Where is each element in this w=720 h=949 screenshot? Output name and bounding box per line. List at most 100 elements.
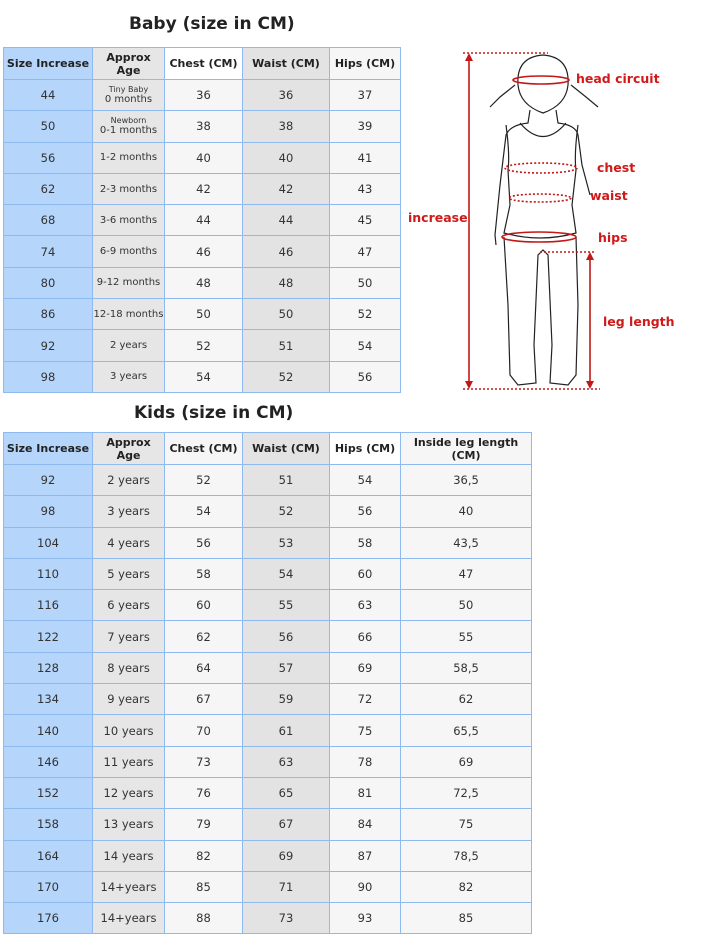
cell-chest: 38 (164, 110, 243, 143)
cell-chest: 50 (164, 298, 243, 331)
cell-size: 170 (3, 870, 93, 904)
table-row: 92 2 years 52 51 54 (3, 329, 401, 362)
cell-size: 134 (3, 683, 93, 716)
table-row: 164 14 years 82 69 87 78,5 (3, 839, 532, 872)
cell-age: 2 years (92, 463, 165, 497)
cell-waist: 44 (242, 204, 330, 237)
cell-waist: 53 (242, 526, 330, 559)
table-row: 68 3-6 months 44 44 45 (3, 204, 401, 237)
cell-leg: 50 (400, 589, 532, 622)
cell-waist: 69 (242, 839, 330, 872)
header-chest: Chest (CM) (164, 432, 243, 465)
cell-age: 10 years (92, 714, 165, 747)
cell-hips: 90 (329, 870, 401, 904)
cell-size: 140 (3, 714, 93, 747)
cell-waist: 59 (242, 683, 330, 716)
table-row: 122 7 years 62 56 66 55 (3, 620, 532, 653)
cell-hips: 47 (329, 235, 401, 268)
cell-hips: 66 (329, 620, 401, 653)
cell-leg: 62 (400, 683, 532, 716)
cell-hips: 41 (329, 141, 401, 174)
cell-hips: 54 (329, 329, 401, 362)
cell-hips: 54 (329, 463, 401, 497)
cell-chest: 48 (164, 266, 243, 300)
label-waist: waist (590, 188, 628, 203)
cell-hips: 87 (329, 839, 401, 872)
cell-chest: 40 (164, 141, 243, 174)
cell-waist: 55 (242, 589, 330, 622)
cell-chest: 60 (164, 589, 243, 622)
child-outline-icon (489, 54, 599, 386)
header-size: Size Increase (3, 47, 93, 80)
header-waist: Waist (CM) (242, 432, 330, 465)
cell-chest: 88 (164, 902, 243, 935)
cell-leg: 36,5 (400, 463, 532, 497)
cell-age: 9-12 months (92, 266, 165, 300)
header-chest: Chest (CM) (164, 47, 243, 80)
table-row: 56 1-2 months 40 40 41 (3, 141, 401, 174)
cell-waist: 71 (242, 870, 330, 904)
cell-size: 110 (3, 557, 93, 591)
cell-waist: 52 (242, 495, 330, 528)
cell-chest: 64 (164, 651, 243, 685)
cell-hips: 45 (329, 204, 401, 237)
chest-measure-line (504, 162, 578, 174)
cell-chest: 36 (164, 78, 243, 112)
cell-hips: 69 (329, 651, 401, 685)
cell-waist: 40 (242, 141, 330, 174)
cell-hips: 60 (329, 557, 401, 591)
cell-hips: 84 (329, 808, 401, 841)
label-hips: hips (598, 230, 628, 245)
table-row: 104 4 years 56 53 58 43,5 (3, 526, 532, 559)
cell-waist: 67 (242, 808, 330, 841)
cell-hips: 81 (329, 776, 401, 810)
cell-size: 152 (3, 776, 93, 810)
cell-age: 2-3 months (92, 172, 165, 206)
baby-table-title: Baby (size in CM) (129, 14, 295, 34)
cell-age: 7 years (92, 620, 165, 653)
table-row: 50 Newborn 0-1 months 38 38 39 (3, 110, 401, 143)
cell-hips: 58 (329, 526, 401, 559)
cell-leg: 82 (400, 870, 532, 904)
cell-age: 3 years (92, 495, 165, 528)
table-row: 116 6 years 60 55 63 50 (3, 589, 532, 622)
label-leg-length: leg length (603, 314, 675, 329)
cell-waist: 36 (242, 78, 330, 112)
cell-leg: 40 (400, 495, 532, 528)
cell-chest: 73 (164, 745, 243, 778)
cell-chest: 54 (164, 360, 243, 393)
cell-size: 80 (3, 266, 93, 300)
header-hips: Hips (CM) (329, 47, 401, 80)
header-age: Approx Age (92, 432, 165, 465)
cell-hips: 37 (329, 78, 401, 112)
waist-measure-line (508, 193, 572, 203)
cell-chest: 52 (164, 463, 243, 497)
age-value: 0-1 months (99, 125, 158, 137)
cell-leg: 72,5 (400, 776, 532, 810)
cell-waist: 46 (242, 235, 330, 268)
cell-waist: 51 (242, 463, 330, 497)
cell-age: 2 years (92, 329, 165, 362)
cell-leg: 85 (400, 902, 532, 935)
kids-size-table: Size Increase Approx Age Chest (CM) Wais… (3, 432, 532, 935)
cell-chest: 70 (164, 714, 243, 747)
table-row: 92 2 years 52 51 54 36,5 (3, 463, 532, 497)
table-row: 86 12-18 months 50 50 52 (3, 298, 401, 331)
cell-age: 3-6 months (92, 204, 165, 237)
cell-age: 5 years (92, 557, 165, 591)
cell-leg: 78,5 (400, 839, 532, 872)
cell-size: 122 (3, 620, 93, 653)
cell-leg: 47 (400, 557, 532, 591)
cell-age: 12-18 months (92, 298, 165, 331)
cell-waist: 65 (242, 776, 330, 810)
table-row: 152 12 years 76 65 81 72,5 (3, 776, 532, 810)
header-hips: Hips (CM) (329, 432, 401, 465)
table-row: 158 13 years 79 67 84 75 (3, 808, 532, 841)
cell-age: 1-2 months (92, 141, 165, 174)
cell-hips: 43 (329, 172, 401, 206)
cell-hips: 52 (329, 298, 401, 331)
cell-chest: 62 (164, 620, 243, 653)
cell-age: 9 years (92, 683, 165, 716)
cell-leg: 58,5 (400, 651, 532, 685)
cell-size: 62 (3, 172, 93, 206)
